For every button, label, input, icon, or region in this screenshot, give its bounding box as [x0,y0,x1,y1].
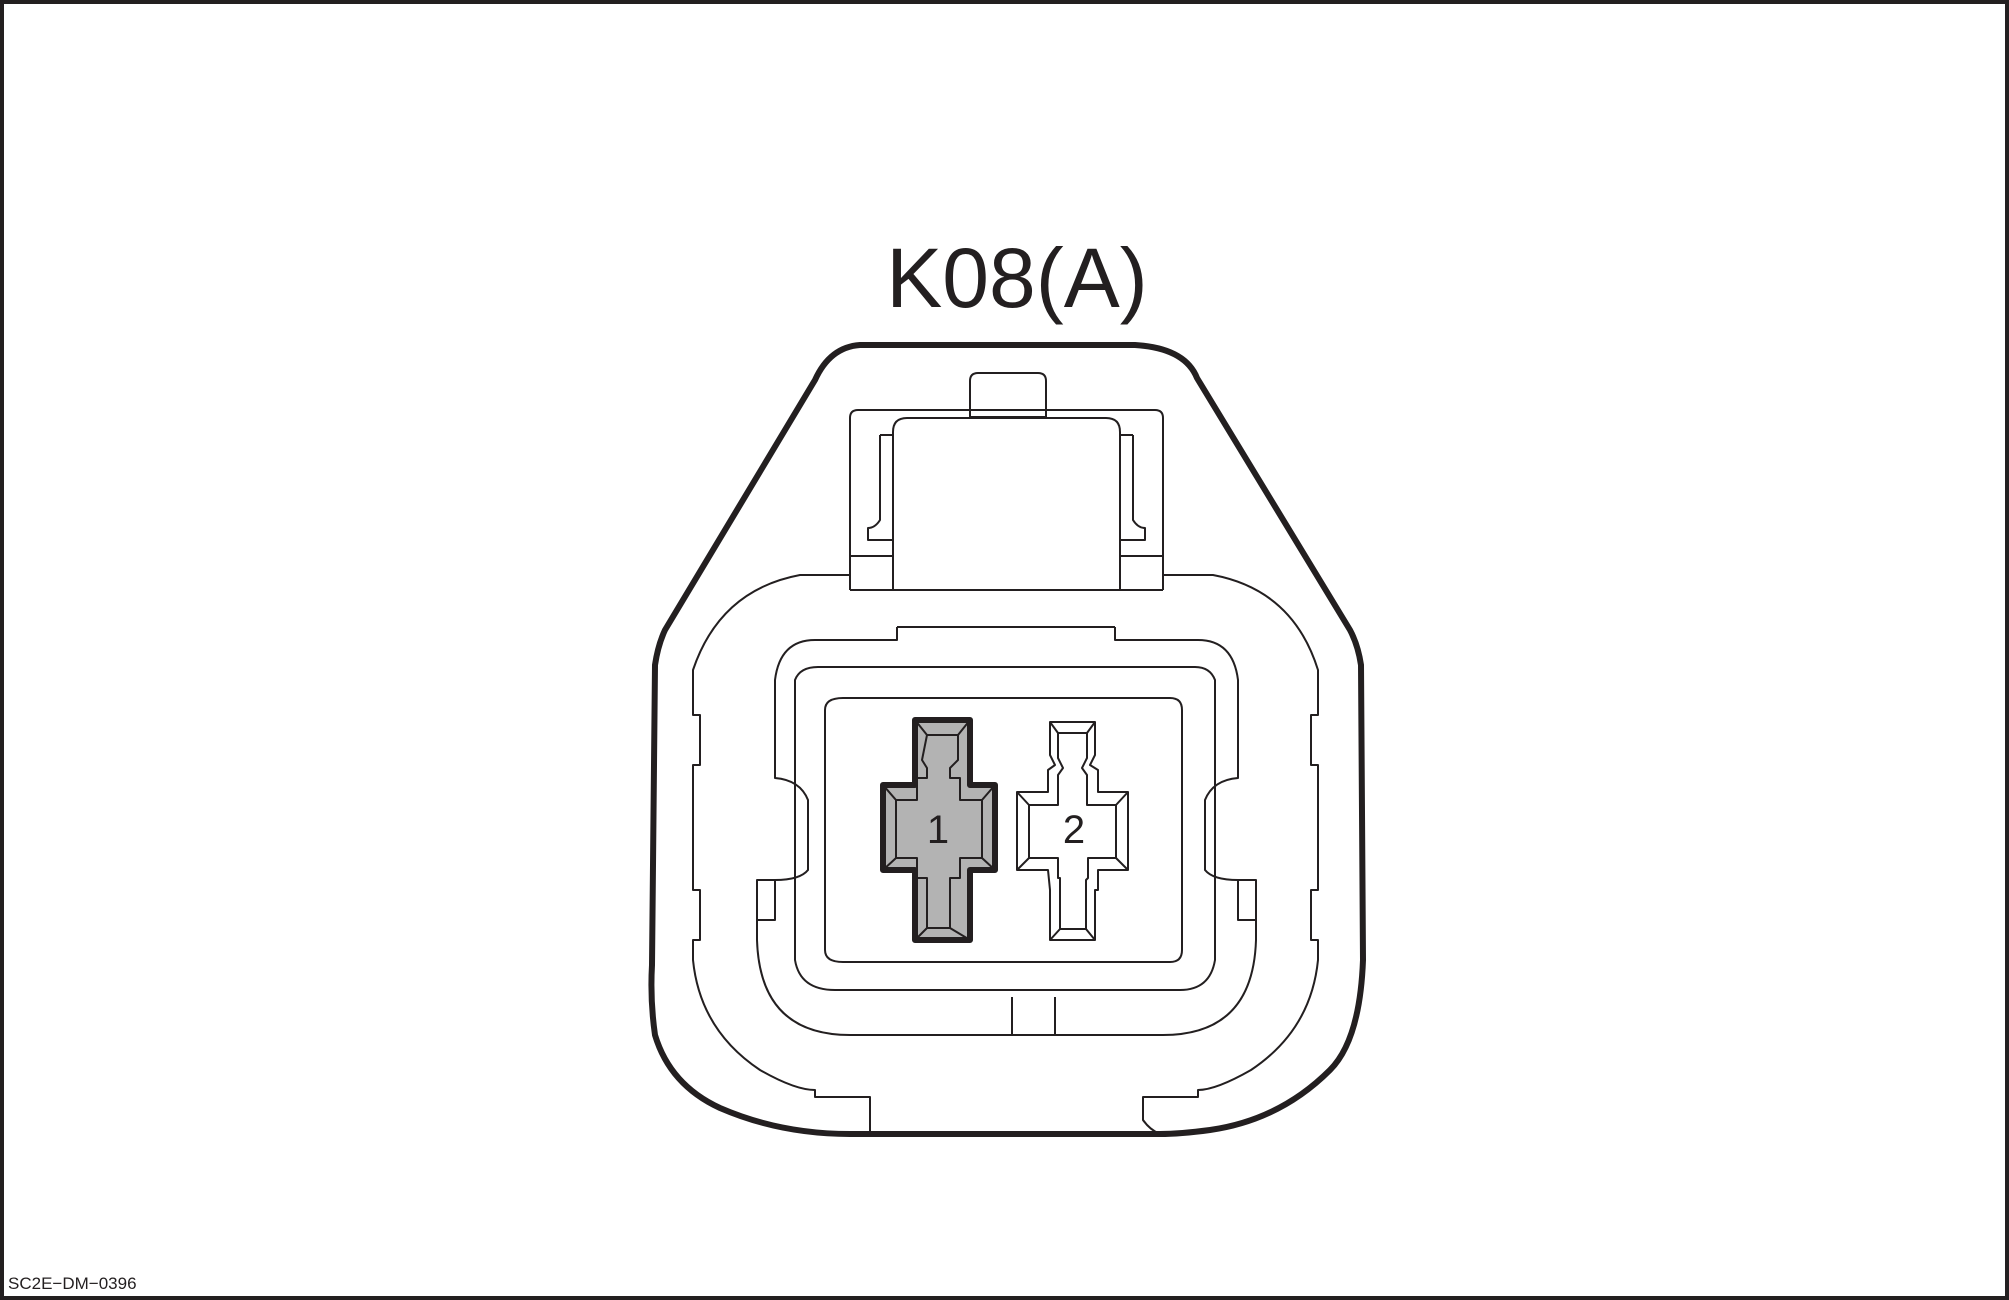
locking-tab [849,372,1164,591]
terminal-cavity [756,626,1257,1036]
connector-title: K08(A) [886,231,1147,325]
reference-code: SC2E−DM−0396 [8,1274,137,1293]
housing-inner-contour [692,574,1319,1092]
pin-2-terminal: 2 [1016,721,1129,941]
pin-1-terminal: 1 [880,717,998,943]
connector-housing-outline [648,342,1366,1137]
pin-1-label: 1 [927,808,949,852]
pin-2-label: 2 [1063,808,1085,852]
bottom-notches [814,1090,1199,1135]
